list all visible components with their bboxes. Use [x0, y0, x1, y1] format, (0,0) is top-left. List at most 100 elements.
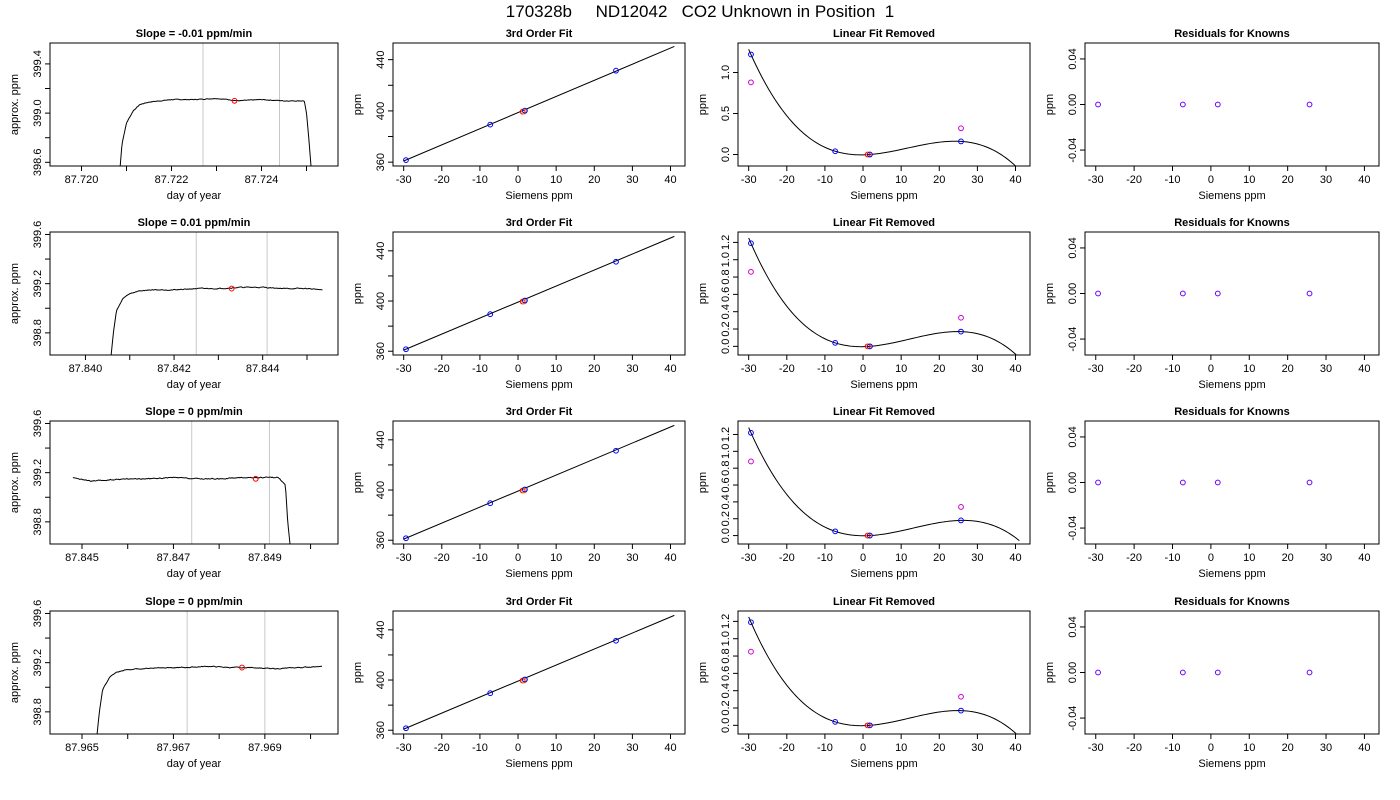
unknown-marker [228, 285, 235, 292]
y-tick-label: 440 [375, 51, 387, 69]
known-point [487, 690, 494, 697]
residual-point [1095, 290, 1101, 297]
y-tick-label: 0.8 [720, 269, 732, 284]
residual-point [1095, 479, 1101, 486]
known-point [867, 722, 873, 729]
x-tick-label: -20 [1126, 552, 1142, 564]
panel-r4-c4: Residuals for Knowns -30 -20 -10 0 10 20 30 40 -0… [1044, 596, 1380, 770]
y-tick-label: 0.6 [720, 666, 732, 681]
x-tick-label: -10 [1165, 363, 1181, 375]
x-tick-label: 87.845 [65, 552, 99, 564]
residual-point [1179, 101, 1186, 108]
plot-frame [737, 420, 1031, 545]
known-point [403, 535, 409, 542]
x-tick-label: -30 [741, 174, 757, 186]
y-tick-label: 399.2 [32, 459, 44, 487]
x-tick-label: -10 [817, 174, 833, 186]
x-tick-label: -30 [1088, 552, 1104, 564]
x-tick-label: 0 [515, 742, 521, 754]
x-tick-label: 30 [971, 174, 983, 186]
panel-r1-c4: Residuals for Knowns -30 -20 -10 0 10 20 30 40 -0… [1044, 28, 1380, 202]
y-tick-label: 0.6 [720, 287, 732, 302]
fit-line [403, 235, 675, 351]
y-tick-label: 0.4 [720, 494, 732, 509]
x-tick-label: 40 [1358, 742, 1370, 754]
x-tick-label: 30 [626, 174, 638, 186]
y-tick-label: 399.6 [32, 221, 44, 249]
y-tick-label: 398.6 [32, 149, 44, 177]
raw-point [748, 648, 754, 655]
x-tick-label: -30 [1088, 363, 1104, 375]
y-tick-label: 399.0 [32, 99, 44, 127]
y-tick-label: 1.0 [720, 631, 732, 646]
y-axis-label: ppm [697, 283, 709, 304]
known-point [867, 343, 873, 350]
known-point [958, 328, 964, 335]
x-tick-label: 40 [1358, 363, 1370, 375]
y-tick-label: 0.6 [720, 477, 732, 492]
y-tick-label: 440 [375, 431, 387, 449]
y-tick-label: 1.0 [720, 444, 732, 459]
x-axis-label: day of year [167, 758, 222, 770]
x-tick-label: 30 [1320, 742, 1332, 754]
y-axis-label: ppm [1044, 94, 1056, 115]
panel-r4-c3: Linear Fit Removed -30 -20 -10 0 10 20 30 40 0.0 0… [697, 596, 1031, 770]
y-tick-label: 0.4 [720, 683, 732, 698]
residual-point [1179, 669, 1186, 676]
y-tick-label: -0.04 [1067, 138, 1079, 163]
x-axis-label: Siemens ppm [850, 568, 917, 580]
known-point [832, 718, 839, 725]
residual-point [1306, 479, 1313, 486]
panel-r2-c1: Slope = 0.01 ppm/min 87.840 87.842 87.844 39… [9, 217, 339, 391]
y-axis-label: ppm [352, 283, 364, 304]
fit-curve [748, 427, 1020, 542]
y-axis-label: ppm [1044, 283, 1056, 304]
x-tick-label: -10 [472, 363, 488, 375]
known-point [613, 67, 619, 74]
panel-title: Slope = 0 ppm/min [145, 406, 243, 418]
x-tick-label: 87.967 [157, 742, 191, 754]
y-tick-label: 360 [375, 153, 387, 171]
y-tick-label: 0.2 [720, 511, 732, 526]
x-tick-label: -30 [1088, 742, 1104, 754]
known-point [613, 637, 619, 644]
y-axis-label: approx. ppm [9, 263, 21, 324]
known-point [748, 51, 754, 58]
x-tick-label: 40 [1358, 552, 1370, 564]
x-tick-label: -10 [1165, 742, 1181, 754]
panel-title: Slope = 0 ppm/min [145, 596, 243, 608]
plot-area [1095, 290, 1313, 297]
plot-area [403, 424, 675, 542]
y-tick-label: 0.00 [1067, 283, 1079, 304]
known-point [958, 707, 964, 714]
y-tick-label: 360 [375, 342, 387, 360]
panel-title: Residuals for Knowns [1174, 406, 1290, 418]
plot-frame [392, 42, 686, 167]
y-axis-label: ppm [1044, 662, 1056, 683]
y-axis-label: ppm [1044, 472, 1056, 493]
plot-area [110, 232, 323, 355]
x-tick-label: 30 [971, 742, 983, 754]
x-tick-label: -10 [1165, 174, 1181, 186]
known-point [522, 486, 528, 493]
unknown-point-alt [521, 108, 528, 115]
x-tick-label: 40 [1009, 174, 1021, 186]
plot-frame [49, 231, 339, 356]
x-tick-label: 10 [1243, 174, 1255, 186]
plot-frame [737, 231, 1031, 356]
y-tick-label: 399.4 [32, 50, 44, 78]
known-point [867, 532, 873, 539]
y-axis-label: ppm [697, 662, 709, 683]
residual-point [1214, 290, 1221, 297]
y-tick-label: 398.8 [32, 698, 44, 726]
plot-area [96, 611, 323, 734]
y-axis-label: ppm [352, 472, 364, 493]
panel-title: Linear Fit Removed [833, 596, 935, 608]
series-trace [110, 286, 323, 355]
panel-title: 3rd Order Fit [506, 28, 573, 40]
x-tick-label: -20 [1126, 363, 1142, 375]
x-tick-label: -30 [396, 363, 412, 375]
raw-point [958, 314, 964, 321]
fit-line [403, 45, 675, 162]
